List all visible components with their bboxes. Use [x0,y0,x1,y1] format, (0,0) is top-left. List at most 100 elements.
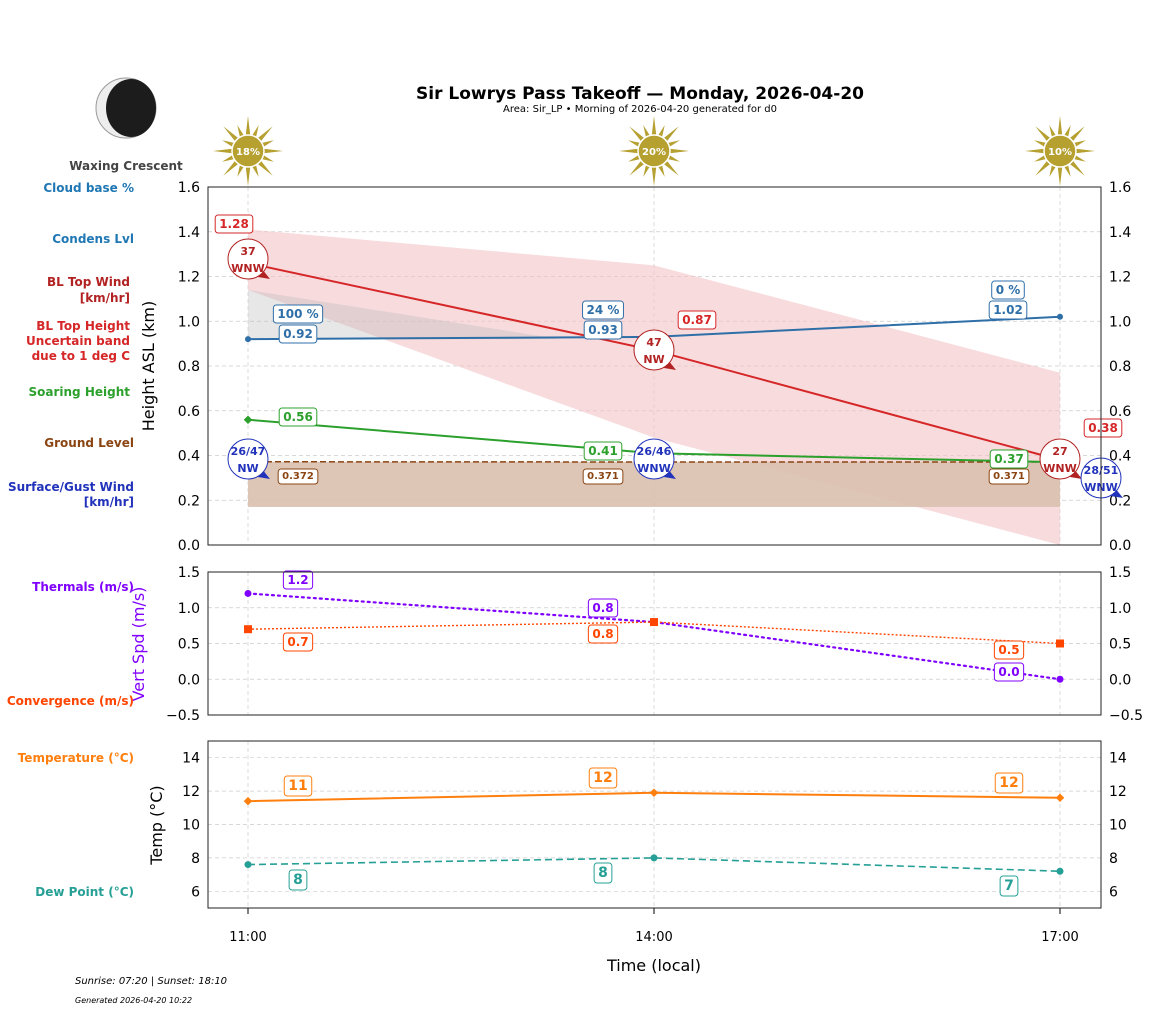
convergence-label-box [587,624,619,644]
y-tick-label-right: 0.5 [1109,637,1131,653]
sun-disc [637,134,671,168]
y-tick-label: −0.5 [166,708,200,724]
wind-direction: WNW [231,262,264,275]
convergence-label-text: 0.5 [998,643,1019,657]
ground-label: 0.371 [988,468,1030,485]
temperature-label-text: 12 [999,775,1018,791]
condens-label-text: 0.93 [588,323,618,337]
sun-ray [223,158,241,176]
soaring-label-text: 0.41 [588,444,618,458]
wind-direction: NW [237,462,258,475]
sun-ray [629,126,647,144]
thermals-label-text: 0.8 [592,601,613,615]
bl-top-label: 0.38 [1083,418,1123,438]
sun-icon: 10% [1025,116,1095,186]
condens-label-box [583,320,623,340]
plot-frame-1 [207,571,1102,716]
dew-point-label-box [288,869,308,891]
y-tick-label: 1.5 [178,565,200,581]
ground-label-text: 0.371 [993,471,1025,482]
surface-wind-marker: 26/46 WNW [633,438,676,480]
convergence-label-text: 0.8 [592,627,613,641]
cloud-pct-label-box [272,304,324,324]
legend-bl-wind-unit: [km/hr] [80,291,130,305]
sun-icon: 18% [213,116,283,186]
y-tick-label: 1.0 [178,314,200,330]
sun-ray [661,158,679,176]
sun-ray [667,148,689,154]
wind-circle [633,438,675,480]
dew-point-point [1056,867,1064,875]
moon-phase-label: Waxing Crescent [69,159,183,173]
temperature-label-box [283,775,313,797]
y-tick-label: 0.8 [178,359,200,375]
ground-label-box [988,468,1030,485]
condens-label: 1.02 [988,300,1028,320]
y-tick-label-right: 1.2 [1109,270,1131,286]
y-tick-label: 1.0 [178,601,200,617]
legend-convergence: Convergence (m/s) [7,694,134,708]
moon-shadow [106,79,156,137]
y-tick-label-right: 0.0 [1109,672,1131,688]
wind-speed: 37 [240,245,255,258]
y-tick-label-right: 12 [1109,784,1127,800]
sun-ray [213,148,235,154]
temperature-label: 12 [994,772,1024,794]
bl-wind-marker: 27 WNW [1039,438,1082,480]
wind-direction: WNW [637,462,670,475]
dew-point-label-text: 7 [1004,878,1014,894]
bl-top-label-text: 0.87 [682,313,712,327]
wind-circle [633,329,675,371]
dew-point-label-box [999,875,1019,897]
y-tick-label-right: 14 [1109,751,1127,767]
dew-point-label-text: 8 [293,872,303,888]
sun-ray [245,116,251,138]
legend-thermals: Thermals (m/s) [32,580,134,594]
y-tick-label-right: 1.0 [1109,601,1131,617]
y-tick-label-right: 0.6 [1109,404,1131,420]
sun-ray [1057,116,1063,138]
ground-label: 0.372 [277,468,319,485]
convergence-label: 0.7 [282,632,314,652]
cloud-pct-label: 100 % [272,304,324,324]
bl-top-label: 1.28 [214,214,254,234]
y-tick-label-right: 0.4 [1109,449,1131,465]
thermals-point [1056,675,1064,683]
y-tick-label-right: −0.5 [1109,708,1143,724]
legend-temperature: Temperature (°C) [18,751,134,765]
thermals-label: 0.8 [587,598,619,618]
sun-ray [1035,126,1053,144]
sun-ray [1057,164,1063,186]
legend-bl-height: due to 1 deg C [32,349,131,363]
y-tick-label: 0.5 [178,637,200,653]
convergence-label-box [282,632,314,652]
y-axis-label: Vert Spd (m/s) [129,587,148,702]
sun-ray [629,158,647,176]
y-tick-label: 0.0 [178,538,200,554]
sun-percent: 18% [236,147,260,158]
y-tick-label: 0.0 [178,672,200,688]
y-tick-label: 1.2 [178,270,200,286]
sun-ray [255,158,273,176]
soaring-label-box [583,441,623,461]
sun-ray [619,148,641,154]
y-tick-label: 0.2 [178,493,200,509]
thermals-label-box [587,598,619,618]
thermals-label-box [282,570,314,590]
wind-circle [227,438,269,480]
generated-time: Generated 2026-04-20 10:22 [75,996,192,1005]
y-axis-label: Temp (°C) [147,785,166,865]
y-tick-label: 8 [191,851,200,867]
cloud-pct-label-text: 100 % [277,307,318,321]
sun-disc [1043,134,1077,168]
sun-ray [245,164,251,186]
y-tick-label: 14 [182,751,200,767]
cloud-pct-label-text: 0 % [996,283,1021,297]
convergence-label-box [993,640,1025,660]
legend-dew-point: Dew Point (°C) [35,885,134,899]
y-tick-label: 6 [191,884,200,900]
sun-disc [231,134,265,168]
wind-circle [1039,438,1081,480]
